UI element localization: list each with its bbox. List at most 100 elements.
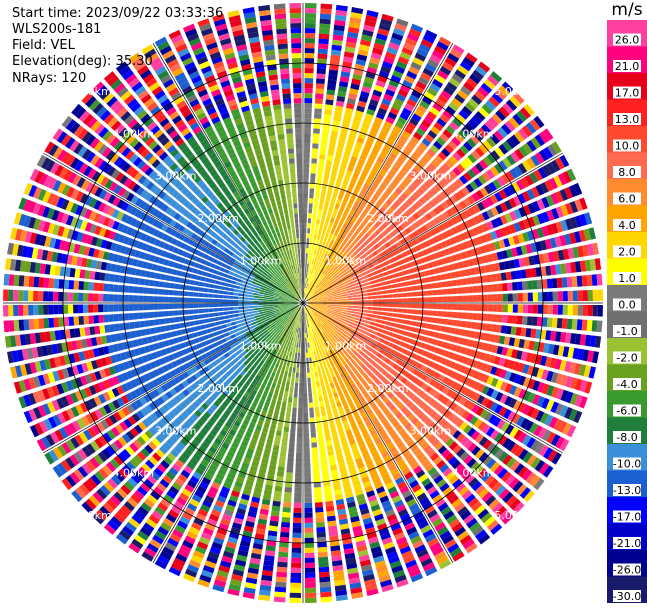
velocity-gate — [368, 307, 373, 310]
velocity-gate — [543, 305, 548, 314]
velocity-gate — [377, 311, 382, 315]
velocity-gate — [315, 103, 323, 109]
velocity-gate — [313, 347, 316, 352]
velocity-gate — [312, 214, 316, 219]
velocity-gate — [358, 303, 363, 305]
velocity-gate — [286, 381, 290, 386]
velocity-gate — [299, 383, 302, 388]
velocity-gate — [478, 304, 483, 311]
velocity-gate — [338, 297, 343, 299]
velocity-gate — [478, 295, 483, 302]
velocity-gate — [532, 280, 538, 289]
velocity-gate — [401, 282, 407, 287]
velocity-gate — [563, 291, 568, 301]
velocity-gate — [437, 289, 442, 295]
velocity-gate — [389, 274, 395, 279]
velocity-gate — [378, 304, 383, 307]
velocity-gate — [573, 291, 578, 302]
velocity-gate — [302, 328, 303, 333]
velocity-gate — [328, 304, 333, 305]
velocity-gate — [281, 441, 287, 447]
velocity-gate — [304, 393, 308, 398]
velocity-gate — [428, 297, 433, 302]
velocity-gate — [411, 280, 417, 285]
velocity-gate — [300, 358, 302, 363]
velocity-gate — [280, 411, 285, 417]
velocity-gate — [303, 338, 305, 343]
velocity-gate — [393, 308, 398, 312]
velocity-gate — [318, 209, 322, 215]
velocity-gate — [432, 311, 437, 316]
velocity-gate — [312, 462, 319, 467]
velocity-gate — [368, 296, 373, 299]
velocity-gate — [577, 319, 583, 330]
velocity-gate — [227, 327, 233, 331]
velocity-gate — [304, 203, 308, 208]
velocity-gate — [487, 284, 493, 292]
velocity-gate — [382, 312, 387, 316]
velocity-gate — [338, 307, 343, 309]
velocity-gate — [357, 291, 362, 294]
velocity-gate — [305, 538, 314, 543]
velocity-gate — [306, 268, 308, 273]
velocity-gate — [316, 73, 325, 79]
velocity-gate — [295, 352, 298, 357]
velocity-gate — [288, 397, 292, 402]
velocity-gate — [386, 317, 392, 321]
velocity-gate — [305, 573, 316, 578]
velocity-gate — [309, 407, 314, 412]
velocity-gate — [277, 471, 284, 477]
velocity-gate — [274, 389, 279, 395]
velocity-gate — [451, 320, 457, 326]
velocity-gate — [294, 503, 302, 508]
velocity-gate — [393, 304, 398, 308]
velocity-gate — [417, 291, 422, 296]
velocity-gate — [278, 364, 282, 370]
velocity-gate — [304, 423, 309, 428]
velocity-gate — [310, 422, 315, 427]
velocity-gate — [447, 288, 452, 294]
velocity-gate — [309, 264, 311, 269]
velocity-gate — [290, 583, 301, 588]
velocity-gate — [274, 592, 286, 598]
velocity-gate — [299, 378, 302, 383]
velocity-gate — [316, 517, 325, 523]
velocity-gate — [313, 239, 316, 244]
velocity-gate — [307, 343, 309, 348]
velocity-gate — [291, 357, 294, 362]
velocity-gate — [353, 306, 358, 308]
velocity-gate — [297, 363, 300, 368]
velocity-gate — [303, 233, 306, 238]
velocity-gate — [562, 277, 568, 287]
velocity-gate — [468, 304, 473, 311]
velocity-gate — [512, 282, 518, 291]
velocity-gate — [318, 391, 322, 397]
velocity-gate — [275, 435, 281, 441]
velocity-gate — [304, 493, 312, 498]
velocity-gate — [304, 513, 312, 518]
velocity-gate — [280, 370, 284, 376]
velocity-gate — [321, 385, 325, 391]
velocity-gate — [593, 305, 598, 316]
velocity-gate — [408, 304, 413, 308]
velocity-gate — [296, 448, 302, 453]
velocity-gate — [309, 243, 312, 248]
velocity-gate — [322, 390, 327, 396]
velocity-gate — [303, 358, 305, 363]
velocity-gate — [314, 402, 319, 407]
velocity-gate — [338, 303, 343, 305]
velocity-gate — [320, 587, 331, 593]
velocity-gate — [306, 248, 308, 253]
velocity-gate — [282, 512, 291, 518]
velocity-gate — [308, 393, 312, 398]
velocity-gate — [328, 303, 333, 304]
velocity-gate — [497, 283, 503, 291]
velocity-gate — [486, 275, 492, 283]
velocity-gate — [296, 463, 302, 468]
velocity-gate — [326, 94, 335, 100]
velocity-gate — [582, 275, 588, 286]
velocity-gate — [314, 351, 317, 356]
velocity-gate — [296, 368, 299, 373]
velocity-gate — [313, 128, 320, 134]
velocity-gate — [279, 374, 283, 380]
